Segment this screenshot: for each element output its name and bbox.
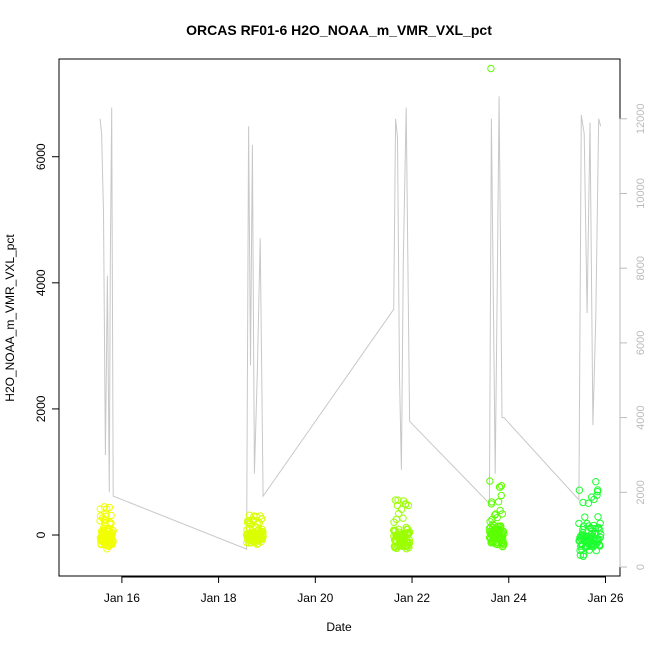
- data-point: [259, 527, 267, 536]
- y2-tick-label: 12000: [635, 103, 647, 134]
- x-axis-label: Date: [326, 620, 352, 634]
- x-tick-label: Jan 22: [394, 591, 430, 605]
- x-axis: Jan 16 Jan 18 Jan 20 Jan 22 Jan 24 Jan 26: [104, 576, 624, 605]
- data-point: [258, 535, 267, 543]
- data-point: [591, 525, 599, 533]
- data-point: [497, 491, 505, 500]
- x-tick-label: Jan 18: [201, 591, 237, 605]
- data-point: [399, 514, 407, 522]
- data-point: [107, 519, 115, 527]
- data-points-layer: [96, 64, 605, 560]
- y2-tick-label: 6000: [635, 331, 647, 355]
- data-point: [500, 539, 508, 548]
- data-point: [102, 510, 110, 518]
- data-point: [496, 483, 504, 491]
- data-point: [493, 513, 501, 522]
- chart-title: ORCAS RF01-6 H2O_NOAA_m_VMR_VXL_pct: [186, 22, 492, 38]
- data-point: [397, 505, 406, 513]
- x-tick-label: Jan 20: [297, 591, 333, 605]
- y2-tick-label: 0: [635, 564, 647, 570]
- data-point: [405, 539, 414, 547]
- data-point: [497, 482, 506, 490]
- data-point: [596, 526, 604, 534]
- data-point: [258, 515, 266, 523]
- secondary-y-axis: 0 2000 4000 6000 8000 10000 12000: [619, 103, 647, 570]
- data-point: [488, 498, 496, 506]
- data-point: [404, 538, 412, 546]
- data-point: [596, 542, 604, 550]
- data-point: [404, 501, 413, 510]
- y2-tick-label: 8000: [635, 256, 647, 280]
- y2-tick-label: 2000: [635, 480, 647, 504]
- data-point-outlier: [487, 64, 495, 73]
- data-point: [592, 478, 600, 486]
- data-point: [105, 503, 114, 512]
- y-tick-label: 0: [34, 531, 48, 538]
- data-point: [486, 477, 494, 485]
- y2-tick-label: 10000: [635, 178, 647, 209]
- y-tick-label: 6000: [34, 143, 48, 170]
- data-point: [405, 543, 413, 552]
- data-point: [498, 510, 506, 518]
- data-point: [102, 512, 110, 521]
- data-point: [579, 498, 587, 507]
- data-point: [109, 537, 117, 545]
- data-point: [596, 519, 604, 527]
- x-tick-label: Jan 26: [587, 591, 623, 605]
- data-point: [494, 498, 503, 506]
- secondary-series-layer: [99, 96, 602, 550]
- data-point: [109, 527, 117, 535]
- data-point: [393, 501, 402, 510]
- x-tick-label: Jan 16: [104, 591, 140, 605]
- data-point: [594, 486, 602, 494]
- data-point: [391, 526, 399, 535]
- data-point: [584, 499, 593, 507]
- data-point: [500, 530, 508, 538]
- data-point: [581, 513, 589, 521]
- data-point: [394, 496, 402, 504]
- data-point: [107, 511, 115, 520]
- x-tick-label: Jan 24: [491, 591, 527, 605]
- data-point: [100, 503, 109, 511]
- y-axis-label: H2O_NOAA_m_VMR_VXL_pct: [3, 234, 17, 402]
- plot-area-frame: [58, 58, 621, 577]
- data-point: [597, 530, 605, 538]
- y2-tick-label: 4000: [635, 405, 647, 429]
- data-point: [405, 536, 413, 544]
- y-tick-label: 2000: [34, 395, 48, 422]
- secondary-series-line: [99, 96, 602, 550]
- y-axis: 0 2000 4000 6000: [34, 143, 60, 538]
- data-point: [499, 527, 508, 536]
- data-point: [596, 533, 605, 541]
- data-point: [580, 551, 588, 559]
- data-point: [575, 486, 584, 494]
- data-point: [245, 511, 254, 519]
- data-point: [587, 493, 596, 501]
- y-tick-label: 4000: [34, 269, 48, 296]
- data-point: [405, 528, 414, 536]
- data-point: [593, 491, 601, 499]
- data-point: [259, 532, 267, 541]
- data-point: [594, 513, 602, 521]
- data-point: [491, 511, 499, 519]
